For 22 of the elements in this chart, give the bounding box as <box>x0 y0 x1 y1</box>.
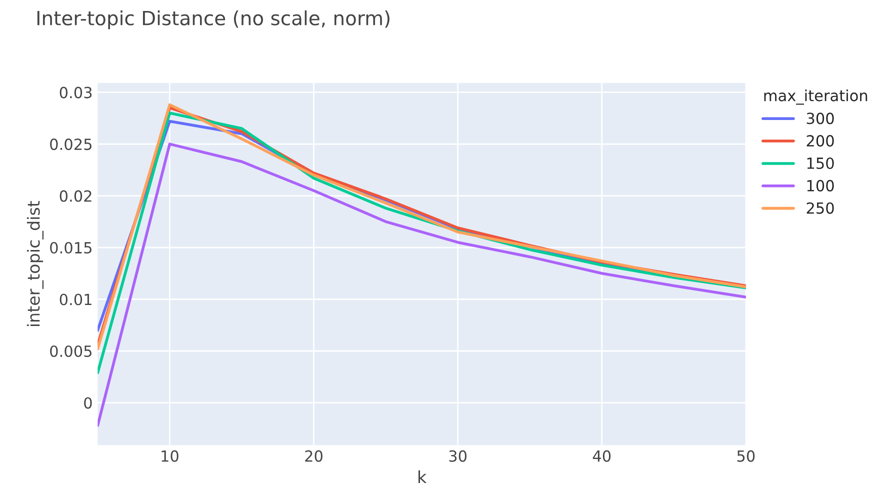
legend-label: 200 <box>806 135 834 147</box>
chart-title: Inter-topic Distance (no scale, norm) <box>37 10 390 30</box>
y-tick-label: 0.02 <box>60 190 92 202</box>
legend-label: 100 <box>807 180 834 192</box>
legend-label: 250 <box>806 202 834 214</box>
y-tick-label: 0.005 <box>50 345 92 358</box>
legend-label: 300 <box>806 112 834 124</box>
x-tick-label: 10 <box>162 450 178 462</box>
x-axis-title: k <box>418 470 427 484</box>
y-tick-label: 0 <box>84 397 92 409</box>
x-tick-label: 40 <box>592 450 611 462</box>
y-tick-label: 0.015 <box>50 242 92 254</box>
y-tick-label: 0.025 <box>50 138 92 150</box>
legend-label: 150 <box>807 157 834 170</box>
y-tick-label: 0.03 <box>60 86 92 98</box>
y-axis-title: inter_topic_dist <box>26 200 44 326</box>
legend-title: max_iteration <box>764 90 868 105</box>
x-tick-label: 30 <box>449 450 467 462</box>
line-series <box>98 142 746 427</box>
x-tick-label: 20 <box>305 450 322 462</box>
x-tick-label: 50 <box>737 450 755 462</box>
y-tick-label: 0.01 <box>60 294 92 306</box>
